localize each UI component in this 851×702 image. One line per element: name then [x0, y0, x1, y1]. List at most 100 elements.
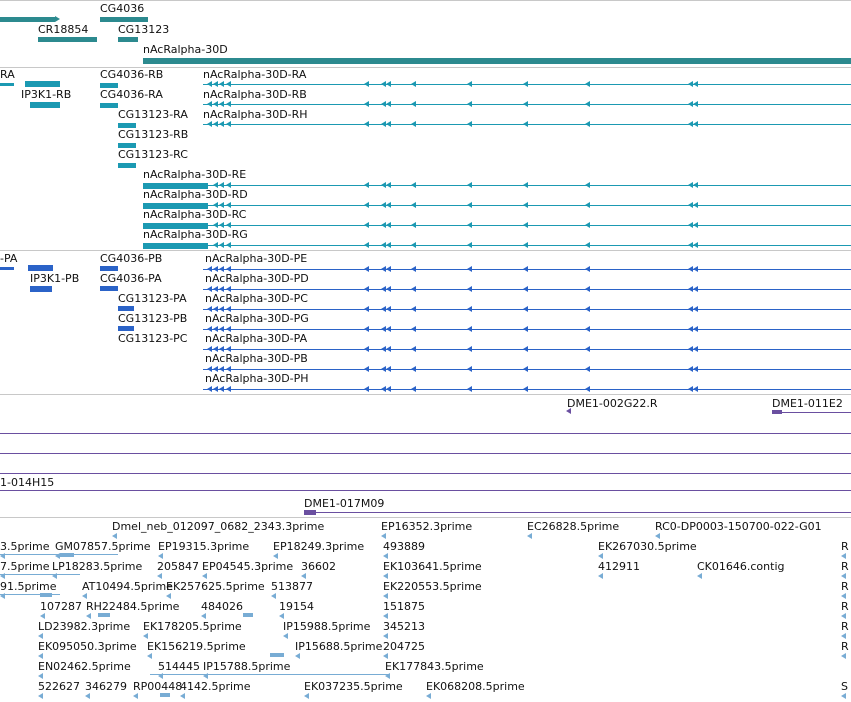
protein-label[interactable]: nAcRalpha-30D-PD: [205, 272, 309, 285]
exon-block[interactable]: [143, 203, 208, 209]
est-label[interactable]: EK220553.5prime: [383, 580, 482, 593]
est-span-line[interactable]: [88, 554, 118, 555]
est-span-line[interactable]: [0, 554, 100, 555]
protein-label[interactable]: CG13123-PA: [118, 292, 187, 305]
est-label[interactable]: EP04545.3prime: [202, 560, 294, 573]
est-label[interactable]: 412911: [598, 560, 640, 573]
transcript-line[interactable]: [208, 245, 851, 246]
est-label[interactable]: LD23982.3prime: [38, 620, 131, 633]
est-label[interactable]: 513877: [271, 580, 313, 593]
protein-feature[interactable]: [118, 306, 134, 311]
est-label[interactable]: 346279: [85, 680, 127, 693]
est-label[interactable]: EK068208.5prime: [426, 680, 525, 693]
clone-label[interactable]: DME1-017M09: [304, 497, 385, 510]
est-label[interactable]: 514445: [158, 660, 200, 673]
protein-label[interactable]: CG13123-PC: [118, 332, 188, 345]
gene-label[interactable]: CR18854: [38, 23, 89, 36]
est-label[interactable]: RH22484.5prime: [86, 600, 180, 613]
exon-block[interactable]: [143, 243, 208, 249]
est-label[interactable]: RP00448: [133, 680, 183, 693]
est-span-line[interactable]: [150, 674, 390, 675]
transcript-label[interactable]: CG13123-RC: [118, 148, 188, 161]
transcript-feature[interactable]: [118, 123, 136, 128]
protein-label[interactable]: nAcRalpha-30D-PC: [205, 292, 308, 305]
transcript-line[interactable]: [208, 225, 851, 226]
est-feature[interactable]: [98, 613, 110, 617]
est-label[interactable]: R: [841, 560, 849, 573]
protein-feature[interactable]: [100, 266, 118, 271]
gene-label[interactable]: CG4036: [100, 2, 145, 15]
clone-label[interactable]: 1-014H15: [0, 476, 55, 489]
transcript-feature[interactable]: [30, 102, 60, 108]
transcript-feature[interactable]: [100, 83, 118, 88]
est-label[interactable]: 107287: [40, 600, 82, 613]
est-label[interactable]: EK178205.5prime: [143, 620, 242, 633]
est-label[interactable]: EC26828.5prime: [527, 520, 620, 533]
transcript-label[interactable]: nAcRalpha-30D-RG: [143, 228, 248, 241]
est-label[interactable]: LP18283.5prime: [52, 560, 143, 573]
clone-feature[interactable]: [304, 510, 316, 515]
clone-label[interactable]: DME1-002G22.R: [567, 397, 658, 410]
gene-label[interactable]: CG13123: [118, 23, 170, 36]
est-label[interactable]: 151875: [383, 600, 425, 613]
gene-feature[interactable]: [143, 58, 851, 64]
est-label[interactable]: EK095050.3prime: [38, 640, 137, 653]
gene-feature[interactable]: [38, 37, 97, 42]
protein-label[interactable]: nAcRalpha-30D-PE: [205, 252, 308, 265]
est-label[interactable]: 36602: [301, 560, 336, 573]
est-label[interactable]: 3.5prime: [0, 540, 50, 553]
est-label[interactable]: EP18249.3prime: [273, 540, 365, 553]
est-label[interactable]: AT10494.5prime: [82, 580, 173, 593]
est-label[interactable]: EP16352.3prime: [381, 520, 473, 533]
est-label[interactable]: 91.5prime: [0, 580, 57, 593]
est-label[interactable]: IP15688.5prime: [295, 640, 383, 653]
protein-label[interactable]: CG4036-PA: [100, 272, 162, 285]
est-label[interactable]: 4142.5prime: [180, 680, 251, 693]
gene-feature[interactable]: [100, 17, 148, 22]
est-label[interactable]: 205847: [157, 560, 199, 573]
est-label[interactable]: 522627: [38, 680, 80, 693]
est-label[interactable]: EK257625.5prime: [166, 580, 265, 593]
est-feature[interactable]: [270, 653, 284, 657]
transcript-feature[interactable]: [0, 83, 14, 86]
est-label[interactable]: GM07857.5prime: [55, 540, 151, 553]
transcript-feature[interactable]: [25, 81, 60, 87]
exon-block[interactable]: [143, 223, 208, 229]
gene-feature[interactable]: [118, 37, 138, 42]
transcript-label[interactable]: nAcRalpha-30D-RH: [203, 108, 308, 121]
clone-feature[interactable]: [772, 410, 782, 414]
est-label[interactable]: EK103641.5prime: [383, 560, 482, 573]
transcript-label[interactable]: IP3K1-RB: [21, 88, 72, 101]
est-label[interactable]: EN02462.5prime: [38, 660, 131, 673]
exon-block[interactable]: [143, 183, 208, 189]
est-label[interactable]: R: [841, 640, 849, 653]
protein-label[interactable]: nAcRalpha-30D-PB: [205, 352, 308, 365]
protein-label[interactable]: IP3K1-PB: [30, 272, 80, 285]
est-label[interactable]: EK267030.5prime: [598, 540, 697, 553]
protein-feature[interactable]: [0, 267, 14, 270]
protein-feature[interactable]: [100, 286, 118, 291]
protein-label[interactable]: CG4036-PB: [100, 252, 163, 265]
est-label[interactable]: IP15988.5prime: [283, 620, 371, 633]
transcript-label[interactable]: nAcRalpha-30D-RC: [143, 208, 247, 221]
transcript-label[interactable]: nAcRalpha-30D-RB: [203, 88, 307, 101]
protein-label[interactable]: nAcRalpha-30D-PH: [205, 372, 309, 385]
est-label[interactable]: CK01646.contig: [697, 560, 785, 573]
est-label[interactable]: EK037235.5prime: [304, 680, 403, 693]
est-span-line[interactable]: [0, 594, 60, 595]
transcript-label[interactable]: RA: [0, 68, 15, 81]
transcript-line[interactable]: [208, 205, 851, 206]
transcript-label[interactable]: CG13123-RA: [118, 108, 188, 121]
clone-label[interactable]: DME1-011E2: [772, 397, 843, 410]
est-label[interactable]: EK156219.5prime: [147, 640, 246, 653]
gene-label[interactable]: nAcRalpha-30D: [143, 43, 228, 56]
transcript-label[interactable]: CG13123-RB: [118, 128, 189, 141]
est-feature[interactable]: [60, 553, 74, 557]
protein-label[interactable]: nAcRalpha-30D-PA: [205, 332, 308, 345]
est-label[interactable]: R: [841, 600, 849, 613]
protein-label[interactable]: nAcRalpha-30D-PG: [205, 312, 309, 325]
est-label[interactable]: 19154: [279, 600, 314, 613]
est-label[interactable]: S: [841, 680, 848, 693]
transcript-feature[interactable]: [100, 103, 118, 108]
protein-label[interactable]: CG13123-PB: [118, 312, 188, 325]
